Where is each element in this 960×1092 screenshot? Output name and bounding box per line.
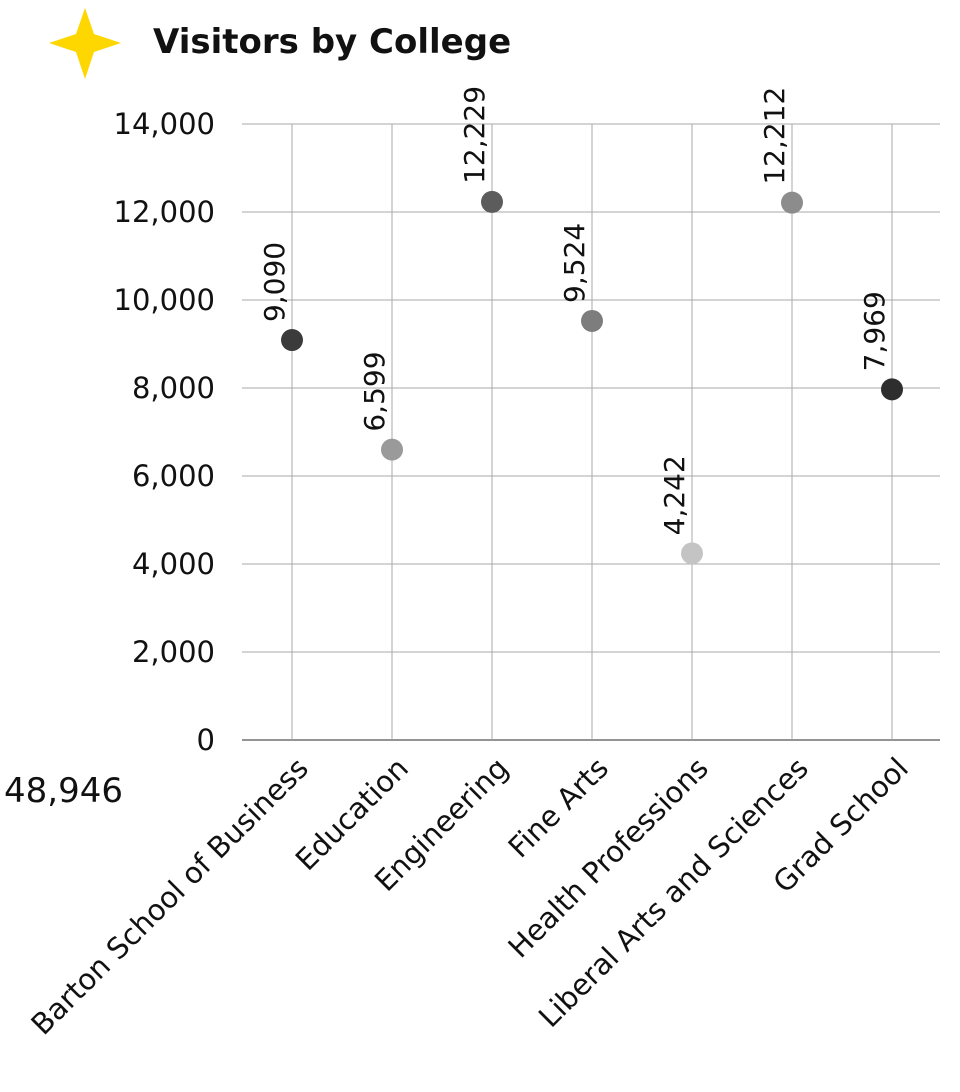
grid-layer	[242, 123, 940, 741]
data-labels: 9,090 6,599 12,229 9,524 4,242 12,212 7,969	[258, 86, 891, 535]
data-label: 12,212	[758, 87, 791, 185]
data-label: 9,524	[558, 223, 591, 303]
data-label: 12,229	[458, 86, 491, 184]
y-tick-label: 6,000	[132, 459, 215, 493]
chart-header: Visitors by College	[49, 8, 511, 79]
data-point	[281, 329, 303, 352]
data-points	[281, 190, 903, 565]
data-point	[781, 191, 803, 214]
data-point	[881, 378, 903, 401]
star-icon	[49, 8, 121, 79]
y-tick-label: 12,000	[114, 195, 215, 229]
y-tick-label: 14,000	[114, 107, 215, 141]
y-tick-label: 0	[197, 723, 215, 757]
data-point	[481, 190, 503, 213]
data-point	[581, 309, 603, 332]
data-point	[681, 542, 703, 565]
data-point	[381, 438, 403, 461]
x-axis-categories: Barton School of BusinessEducationEngine…	[24, 751, 915, 1042]
data-label: 9,090	[258, 242, 291, 322]
chart-title: Visitors by College	[153, 22, 511, 62]
data-label: 7,969	[858, 291, 891, 371]
y-tick-label: 4,000	[132, 547, 215, 581]
y-tick-label: 8,000	[132, 371, 215, 405]
y-tick-label: 2,000	[132, 635, 215, 669]
data-label: 6,599	[358, 351, 391, 431]
total-visitors: 48,946	[4, 771, 123, 811]
data-label: 4,242	[658, 455, 691, 535]
y-axis-ticks: 0 2,000 4,000 6,000 8,000 10,000 12,000 14,000	[114, 107, 215, 757]
y-tick-label: 10,000	[114, 283, 215, 317]
